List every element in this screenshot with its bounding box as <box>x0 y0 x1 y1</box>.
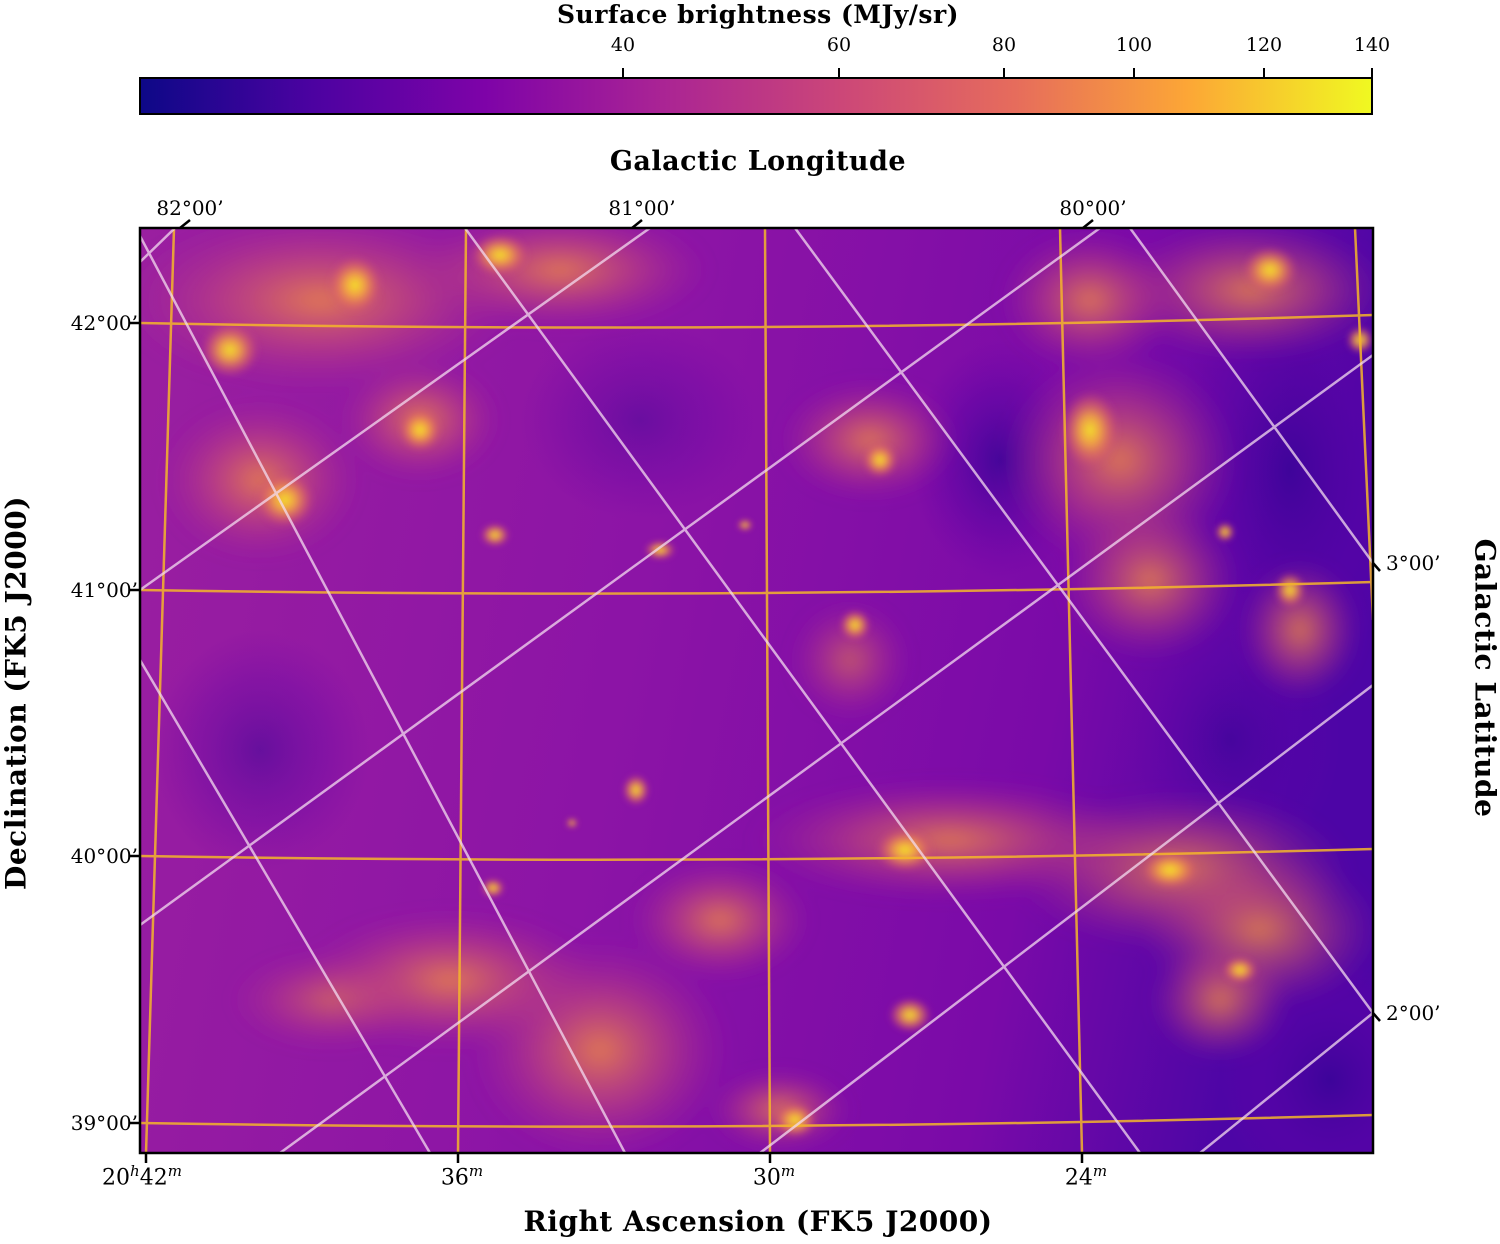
galactic-longitude-tick <box>631 219 643 229</box>
galactic-longitude-title: Galactic Longitude <box>609 146 907 177</box>
declination-tick-label: 40°00’ <box>70 844 138 868</box>
right-ascension-tick-label: 36m <box>440 1162 484 1191</box>
colorbar-tick-label: 80 <box>991 34 1017 56</box>
colorbar-tick-label: 120 <box>1245 34 1283 56</box>
galactic-latitude-tick <box>1372 1012 1381 1022</box>
galactic-longitude-tick <box>179 219 191 229</box>
declination-tick-label: 39°00’ <box>70 1111 138 1135</box>
right-ascension-tick-label: 20h42m <box>102 1162 182 1191</box>
galactic-latitude-tick-label: 3°00’ <box>1386 551 1441 575</box>
colorbar-tick-label: 40 <box>610 34 636 56</box>
galactic-longitude-tick-label: 80°00’ <box>1059 196 1127 220</box>
colorbar <box>139 68 1373 115</box>
declination-tick-label: 42°00’ <box>70 311 138 335</box>
colorbar-tick-label: 140 <box>1353 34 1391 56</box>
right-ascension-tick-label: 30m <box>752 1162 796 1191</box>
galactic-latitude-tick-label: 2°00’ <box>1386 1001 1441 1025</box>
x-axis-label: Right Ascension (FK5 J2000) <box>523 1205 993 1238</box>
surface-brightness-image <box>140 228 1373 1153</box>
plot-frame <box>138 226 1375 1155</box>
colorbar-tick-label: 60 <box>826 34 852 56</box>
galactic-latitude-tick <box>1372 562 1381 572</box>
axis-ticks <box>130 219 1381 1163</box>
galactic-longitude-tick <box>1082 219 1094 229</box>
galactic-grid <box>140 228 1373 1153</box>
declination-tick-label: 41°00’ <box>70 578 138 602</box>
colorbar-tick-label: 100 <box>1115 34 1153 56</box>
right-ascension-tick-label: 24m <box>1064 1162 1108 1191</box>
galactic-longitude-tick-label: 82°00’ <box>156 196 224 220</box>
galactic-longitude-tick-label: 81°00’ <box>608 196 676 220</box>
colorbar-title: Surface brightness (MJy/sr) <box>556 0 960 29</box>
